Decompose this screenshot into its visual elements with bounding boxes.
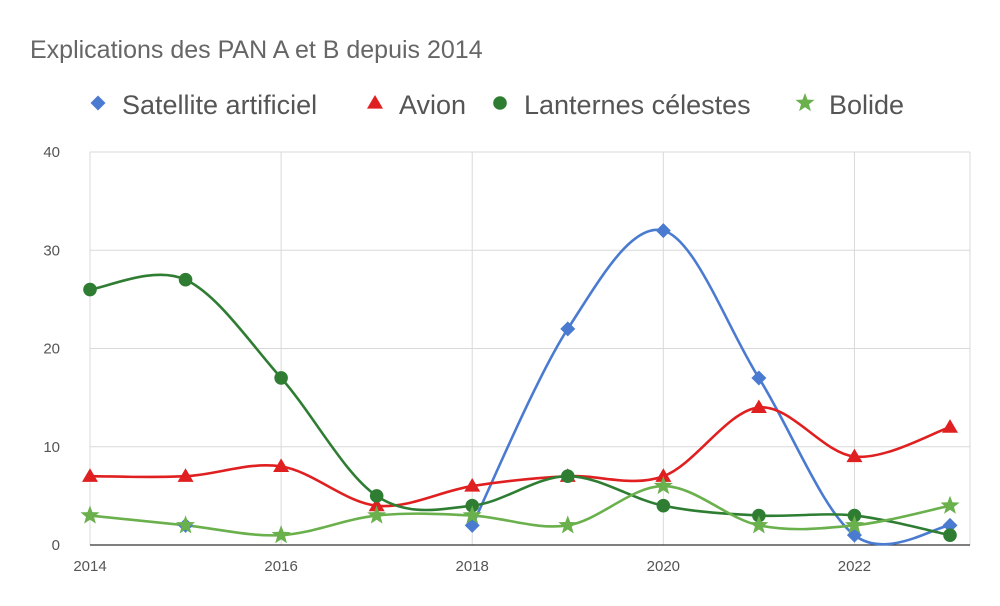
point-bolide [844,515,864,534]
point-bolide [558,515,578,534]
legend: Satellite artificiel Avion Lanternes céles… [90,90,904,120]
series-line-avion [89,406,951,508]
legend-marker-bolide [795,93,815,112]
y-tick-label: 0 [52,537,60,554]
point-avion [846,448,863,463]
point-lanternes-celestes [369,489,384,503]
point-lanternes-celestes [274,371,288,385]
point-avion [177,468,194,482]
point-satellite-artificiel [560,321,576,337]
point-bolide [271,525,291,544]
point-lanternes-celestes [560,469,575,484]
legend-label-avion: Avion [399,90,466,120]
point-avion [82,468,98,482]
x-tick-label: 2014 [73,558,106,575]
legend-marker-lanternes-celestes [493,96,507,110]
series-line-satellite-artificiel [471,228,951,546]
point-bolide [940,495,960,514]
grid [89,151,971,546]
x-axis-ticks: 2014 2016 2018 2020 2022 [73,558,871,575]
x-tick-label: 2016 [264,558,297,575]
x-tick-label: 2022 [838,558,871,575]
y-tick-label: 40 [43,144,60,161]
y-tick-label: 20 [43,341,60,358]
x-tick-label: 2020 [647,558,680,575]
point-lanternes-celestes [656,498,671,513]
legend-marker-avion [367,95,383,109]
series-line-lanternes-celestes [89,273,951,537]
point-satellite-artificiel [942,517,958,533]
chart-title: Explications des PAN A et B depuis 2014 [30,36,483,64]
point-lanternes-celestes [943,528,957,542]
point-bolide [653,476,673,495]
series-layer [89,228,951,546]
point-satellite-artificiel [464,517,480,533]
point-avion [273,458,290,472]
point-satellite-artificiel [655,223,671,239]
legend-label-bolide: Bolide [829,90,904,120]
y-tick-label: 30 [43,242,60,259]
point-lanternes-celestes [83,282,97,297]
point-bolide [749,515,769,534]
x-tick-label: 2018 [456,558,489,575]
point-bolide [367,505,387,524]
point-satellite-artificiel [751,370,767,386]
y-tick-label: 10 [43,439,60,456]
point-avion [942,419,958,433]
point-avion [750,399,767,414]
legend-label-lanternes-celestes: Lanternes célestes [524,90,751,120]
point-bolide [176,515,196,534]
markers-layer [80,223,960,544]
point-avion [368,497,385,512]
point-bolide [462,505,482,524]
y-axis-ticks: 0 10 20 30 40 [43,144,60,554]
point-bolide [80,505,100,524]
point-avion [655,468,672,482]
legend-marker-satellite-artificiel [90,95,106,111]
series-line-bolide [89,484,951,537]
legend-label-satellite-artificiel: Satellite artificiel [122,90,317,120]
point-lanternes-celestes [178,272,193,287]
point-avion [464,478,481,492]
